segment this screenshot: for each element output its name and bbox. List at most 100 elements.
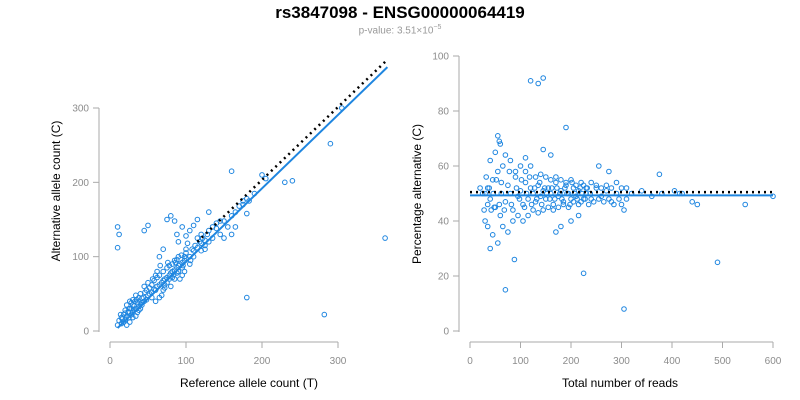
right-x-tick-label: 100 [512, 356, 529, 367]
right-data-point [481, 207, 487, 213]
right-data-point [495, 133, 501, 139]
left-data-point [127, 298, 133, 305]
left-data-point [321, 311, 328, 318]
right-data-point [535, 182, 542, 189]
right-data-point [505, 229, 511, 235]
left-x-axis-label: Reference allele count (T) [180, 376, 318, 390]
right-data-point [582, 196, 588, 202]
right-data-point [588, 179, 595, 186]
left-data-point [160, 246, 166, 252]
right-data-point [616, 196, 622, 202]
right-data-point [577, 185, 583, 191]
right-data-point [528, 201, 535, 208]
left-data-point [139, 302, 145, 308]
right-x-tick: 500 [714, 342, 731, 367]
left-data-point [149, 276, 156, 282]
right-x-axis-label: Total number of reads [562, 376, 678, 390]
left-data-point [228, 168, 235, 174]
left-data-point [174, 256, 180, 263]
left-data-point [282, 179, 288, 186]
right-data-point [532, 174, 539, 180]
right-data-point [606, 196, 612, 202]
right-data-point [505, 182, 511, 189]
left-data-point [289, 178, 296, 184]
left-data-point [130, 314, 136, 321]
right-data-point [553, 179, 559, 186]
right-data-point [483, 174, 490, 180]
right-data-point [512, 174, 519, 180]
left-data-point [179, 224, 185, 230]
right-data-point [516, 196, 523, 202]
right-data-point [510, 218, 516, 224]
right-y-tick-label: 80 [438, 107, 450, 118]
right-scatter-panel: 0 20 40 60 80 100 0 100 200 300 400 500 600 Total n… [410, 52, 782, 391]
right-data-point [543, 174, 549, 180]
left-data-point [141, 227, 147, 234]
left-data-point [168, 283, 174, 290]
right-data-point [584, 185, 591, 191]
right-data-point [575, 212, 582, 219]
right-data-point [496, 201, 503, 208]
left-data-point [133, 313, 139, 319]
right-data-point [593, 182, 600, 189]
left-data-point [259, 172, 265, 178]
left-data-point [151, 277, 157, 284]
right-data-point [623, 185, 630, 191]
right-data-point [569, 179, 575, 186]
p-value-exponent: −5 [433, 24, 442, 31]
right-data-point [694, 201, 701, 208]
right-data-point [502, 287, 509, 293]
left-x-tick-label: 0 [107, 356, 113, 367]
right-data-point [496, 138, 503, 145]
left-data-point [183, 233, 189, 239]
left-data-point [190, 247, 197, 254]
right-data-point [598, 185, 605, 191]
right-y-tick: 100 [432, 52, 459, 63]
left-data-point [160, 268, 166, 275]
right-data-point [545, 185, 552, 191]
right-data-point [570, 199, 577, 205]
left-y-tick-label: 100 [72, 252, 89, 263]
left-data-point [217, 231, 223, 238]
right-x-tick-label: 300 [613, 356, 630, 367]
right-data-point [513, 185, 520, 191]
right-data-point [538, 201, 545, 208]
right-data-point [573, 182, 579, 189]
right-data-point [497, 141, 504, 147]
right-data-point [590, 199, 597, 205]
right-data-point [623, 196, 630, 202]
right-y-tick-label: 60 [438, 162, 450, 173]
right-data-point [498, 179, 505, 186]
right-data-point [545, 204, 552, 211]
left-data-point [178, 252, 185, 258]
right-data-point [567, 201, 573, 208]
right-data-point [656, 171, 663, 178]
left-data-point [228, 231, 235, 238]
right-data-point [618, 185, 625, 191]
right-data-point [585, 201, 592, 208]
right-data-point [580, 270, 587, 277]
right-data-point [527, 163, 534, 169]
left-data-point [183, 246, 189, 252]
left-data-point [161, 285, 168, 291]
right-data-point [535, 80, 542, 87]
left-data-point [189, 246, 195, 252]
right-data-point [603, 188, 610, 194]
left-scatter-panel: 0 100 200 300 0 100 200 300 Reference allele c… [49, 58, 389, 390]
right-data-point [606, 168, 612, 175]
right-data-point [520, 218, 526, 224]
right-x-tick: 400 [664, 342, 681, 367]
left-x-tick: 100 [178, 342, 195, 367]
right-data-point [541, 185, 548, 191]
left-data-point [221, 235, 227, 241]
left-data-point [187, 261, 193, 267]
right-y-tick: 0 [443, 327, 459, 338]
left-data-point [139, 295, 145, 302]
right-data-point [492, 149, 499, 156]
right-data-point [562, 185, 568, 191]
right-data-point [533, 196, 540, 202]
right-data-point [511, 256, 518, 263]
left-y-tick-label: 300 [72, 104, 89, 115]
right-data-point [486, 185, 493, 191]
